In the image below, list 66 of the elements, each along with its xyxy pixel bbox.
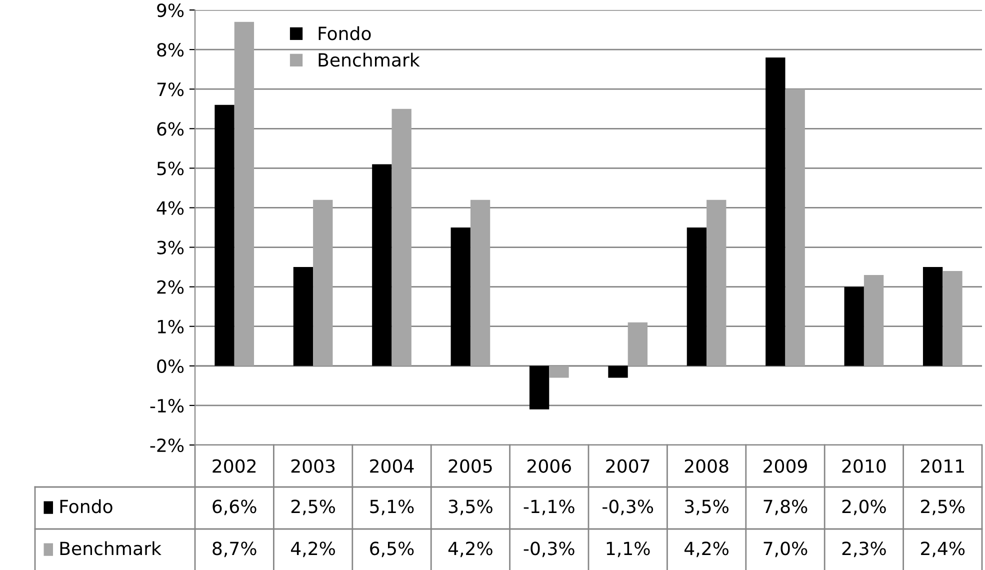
data-label: 7,8% [764, 500, 808, 516]
bar [529, 366, 550, 410]
x-tick-label: 2010 [842, 459, 886, 473]
data-label: 8,7% [212, 542, 256, 558]
y-tick-label: 7% [157, 82, 184, 96]
bar [922, 267, 943, 366]
y-tick-label: 3% [157, 240, 184, 254]
bar [942, 271, 962, 366]
x-tick-label: 2008 [684, 459, 728, 473]
x-tick-label: 2003 [291, 459, 335, 473]
bar [470, 200, 490, 366]
bar [293, 267, 314, 366]
data-label: 2,5% [291, 500, 335, 516]
x-tick-label: 2005 [448, 459, 492, 473]
bar [549, 366, 569, 378]
data-label: -1,1% [524, 500, 574, 516]
legend-label: Benchmark [318, 52, 420, 67]
bar [628, 322, 648, 366]
data-label: 1,1% [606, 542, 650, 558]
data-label: 5,1% [370, 500, 414, 516]
bar [313, 200, 333, 366]
bar [234, 22, 254, 366]
bar [844, 286, 864, 366]
bar [214, 104, 234, 366]
data-label: -0,3% [524, 542, 574, 558]
y-tick-label: 9% [157, 3, 184, 18]
text: Benchmark [60, 541, 162, 556]
bar [706, 200, 726, 366]
bar [450, 228, 470, 366]
y-tick-label: 4% [156, 201, 184, 215]
y-tick-label: 5% [157, 162, 184, 176]
bar [785, 89, 805, 366]
data-label: 4,2% [684, 542, 728, 558]
data-label: 6,6% [212, 500, 256, 516]
data-label: 3,5% [684, 500, 728, 516]
data-label: 2,4% [921, 542, 965, 558]
data-label: 2,0% [842, 500, 886, 516]
y-tick-label: -1% [150, 398, 184, 413]
bar [864, 274, 884, 366]
x-tick-label: 2007 [606, 459, 650, 473]
legend-label: Fondo [318, 26, 371, 40]
bar [686, 228, 707, 366]
bar [608, 366, 628, 378]
x-tick-label: 2002 [212, 459, 256, 473]
data-label: -0,3% [602, 500, 654, 516]
data-label: 4,2% [291, 542, 335, 558]
data-label: 2,5% [921, 500, 965, 516]
y-tick-label: 8% [157, 43, 184, 57]
data-label: 3,5% [448, 500, 492, 516]
y-tick-label: 0% [157, 359, 184, 374]
data-label: 4,2% [448, 542, 492, 558]
y-tick-label: 2% [157, 280, 184, 294]
bar [372, 164, 392, 366]
y-tick-label: -2% [150, 438, 184, 452]
text: Fondo [60, 499, 112, 514]
x-tick-label: 2004 [370, 459, 414, 473]
x-tick-label: 2011 [920, 459, 964, 473]
bar [766, 57, 786, 366]
data-label: 7,0% [764, 542, 808, 558]
bar [392, 108, 412, 366]
data-label: 2,3% [842, 542, 886, 558]
y-tick-label: 1% [158, 320, 184, 334]
data-label: 6,5% [370, 542, 414, 558]
y-tick-label: 6% [157, 122, 184, 136]
x-tick-label: 2006 [527, 459, 571, 473]
x-tick-label: 2009 [764, 459, 807, 473]
